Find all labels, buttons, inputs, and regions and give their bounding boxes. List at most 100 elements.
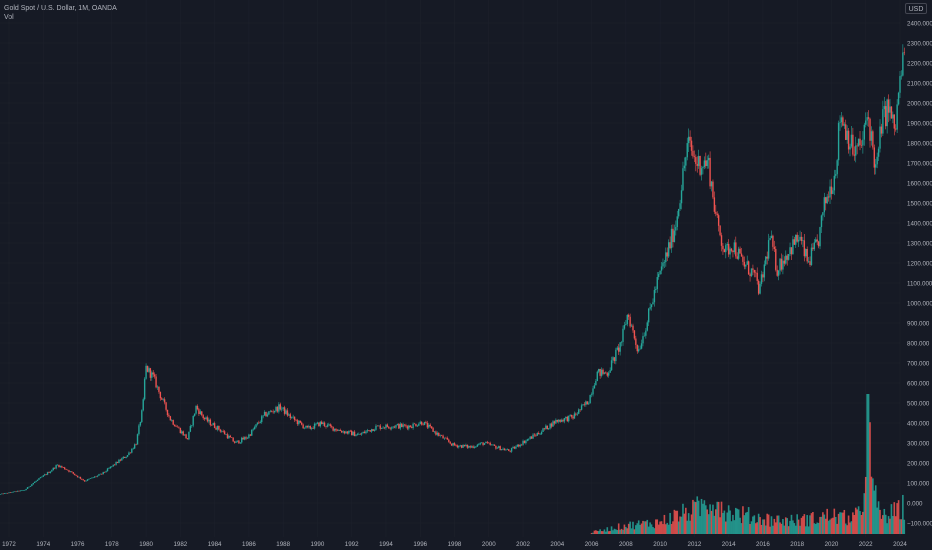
candle-body (825, 197, 827, 204)
candle-body (360, 433, 363, 435)
time-axis[interactable]: 1972 1974 1976 1978 1980 1982 1984 1986 1988 1990… (2, 541, 907, 548)
candle-body (755, 272, 757, 274)
candle-body (603, 372, 606, 374)
candle-body (302, 424, 304, 429)
time-tick-label: 2020 (825, 541, 839, 548)
volume-bar (752, 516, 754, 534)
candle-body (439, 435, 441, 437)
candle-body (456, 445, 459, 448)
volume-bar (873, 490, 876, 534)
candle-body (482, 442, 484, 445)
volume-bar (784, 517, 787, 534)
time-tick-label: 1994 (379, 541, 393, 548)
candle-body (448, 439, 450, 442)
candle-body (542, 428, 544, 432)
candle-body (216, 425, 219, 430)
time-tick-label: 1978 (105, 541, 119, 548)
candle-body (833, 175, 836, 191)
candle-body (810, 247, 813, 265)
candle-body (396, 424, 399, 426)
volume-bar (782, 519, 784, 534)
candle-body (515, 446, 517, 449)
candle-body (659, 270, 661, 275)
candle-body (516, 444, 519, 447)
volume-bar (610, 526, 613, 534)
candle-body (32, 483, 34, 485)
candle-body (697, 155, 700, 166)
candle-body (34, 481, 36, 484)
candle-body (332, 426, 334, 431)
candle-body (753, 269, 756, 273)
candle-body (62, 467, 64, 468)
volume-bar (605, 531, 607, 534)
candle-body (785, 255, 787, 264)
candle-body (849, 146, 851, 150)
candle-body (666, 252, 668, 257)
candle-body (256, 422, 259, 425)
volume-bar (617, 523, 620, 534)
volume-bar (686, 520, 689, 534)
volume-bar (872, 478, 874, 534)
candle-body (306, 425, 309, 428)
candle-body (606, 373, 608, 376)
candle-body (131, 449, 133, 453)
candle-body (633, 330, 636, 339)
time-tick-label: 2010 (653, 541, 667, 548)
candle-body (850, 134, 853, 147)
candle-body (185, 434, 187, 439)
price-axis[interactable]: 2400.000 2300.000 2200.000 2100.000 2000.000… (907, 21, 932, 528)
volume-bar (620, 528, 623, 534)
candle-body (406, 426, 409, 429)
candle-body (323, 422, 326, 427)
time-tick-label: 2024 (893, 541, 907, 548)
volume-bar (682, 503, 684, 534)
candle-body (869, 118, 871, 141)
volume-bar (730, 521, 733, 534)
candle-body (726, 243, 728, 246)
volume-bar (690, 514, 693, 534)
candle-body (105, 471, 107, 473)
candle-body (395, 425, 397, 428)
candle-body (46, 472, 49, 475)
volume-bar (800, 517, 803, 534)
candle-body (328, 424, 330, 425)
time-tick-label: 2002 (516, 541, 530, 548)
candle-body (846, 130, 848, 140)
candle-body (545, 425, 547, 429)
candle-body (650, 304, 653, 308)
candle-body (892, 114, 894, 119)
candle-body (450, 443, 453, 446)
volume-bar (893, 502, 896, 534)
candle-body (720, 235, 723, 246)
candle-body (508, 449, 510, 451)
volume-bar (630, 528, 633, 534)
volume-bar (706, 509, 709, 534)
candle-body (613, 357, 616, 362)
volume-bar (884, 514, 887, 534)
candle-body (189, 426, 192, 432)
volume-bar (632, 521, 634, 534)
candle-body (526, 439, 529, 441)
candle-body (335, 428, 337, 431)
price-tick-label: 800.000 (907, 341, 930, 348)
candle-body (136, 434, 139, 445)
candle-body (660, 266, 663, 271)
volume-bar (642, 520, 644, 534)
candle-body (43, 474, 46, 476)
candle-body (71, 471, 73, 473)
volume-bar (715, 509, 717, 534)
volume-bar (734, 507, 737, 534)
candle-body (221, 431, 223, 432)
candle-body (235, 441, 237, 443)
volume-bar (652, 526, 654, 534)
volume-bar (834, 516, 837, 534)
candle-body (198, 409, 200, 415)
currency-badge[interactable]: USD (905, 3, 927, 14)
candle-body (566, 416, 569, 422)
candle-body (465, 444, 467, 446)
volume-bar (740, 523, 743, 534)
candle-body (883, 106, 885, 110)
candle-body (702, 167, 704, 169)
candle-body (429, 424, 431, 427)
